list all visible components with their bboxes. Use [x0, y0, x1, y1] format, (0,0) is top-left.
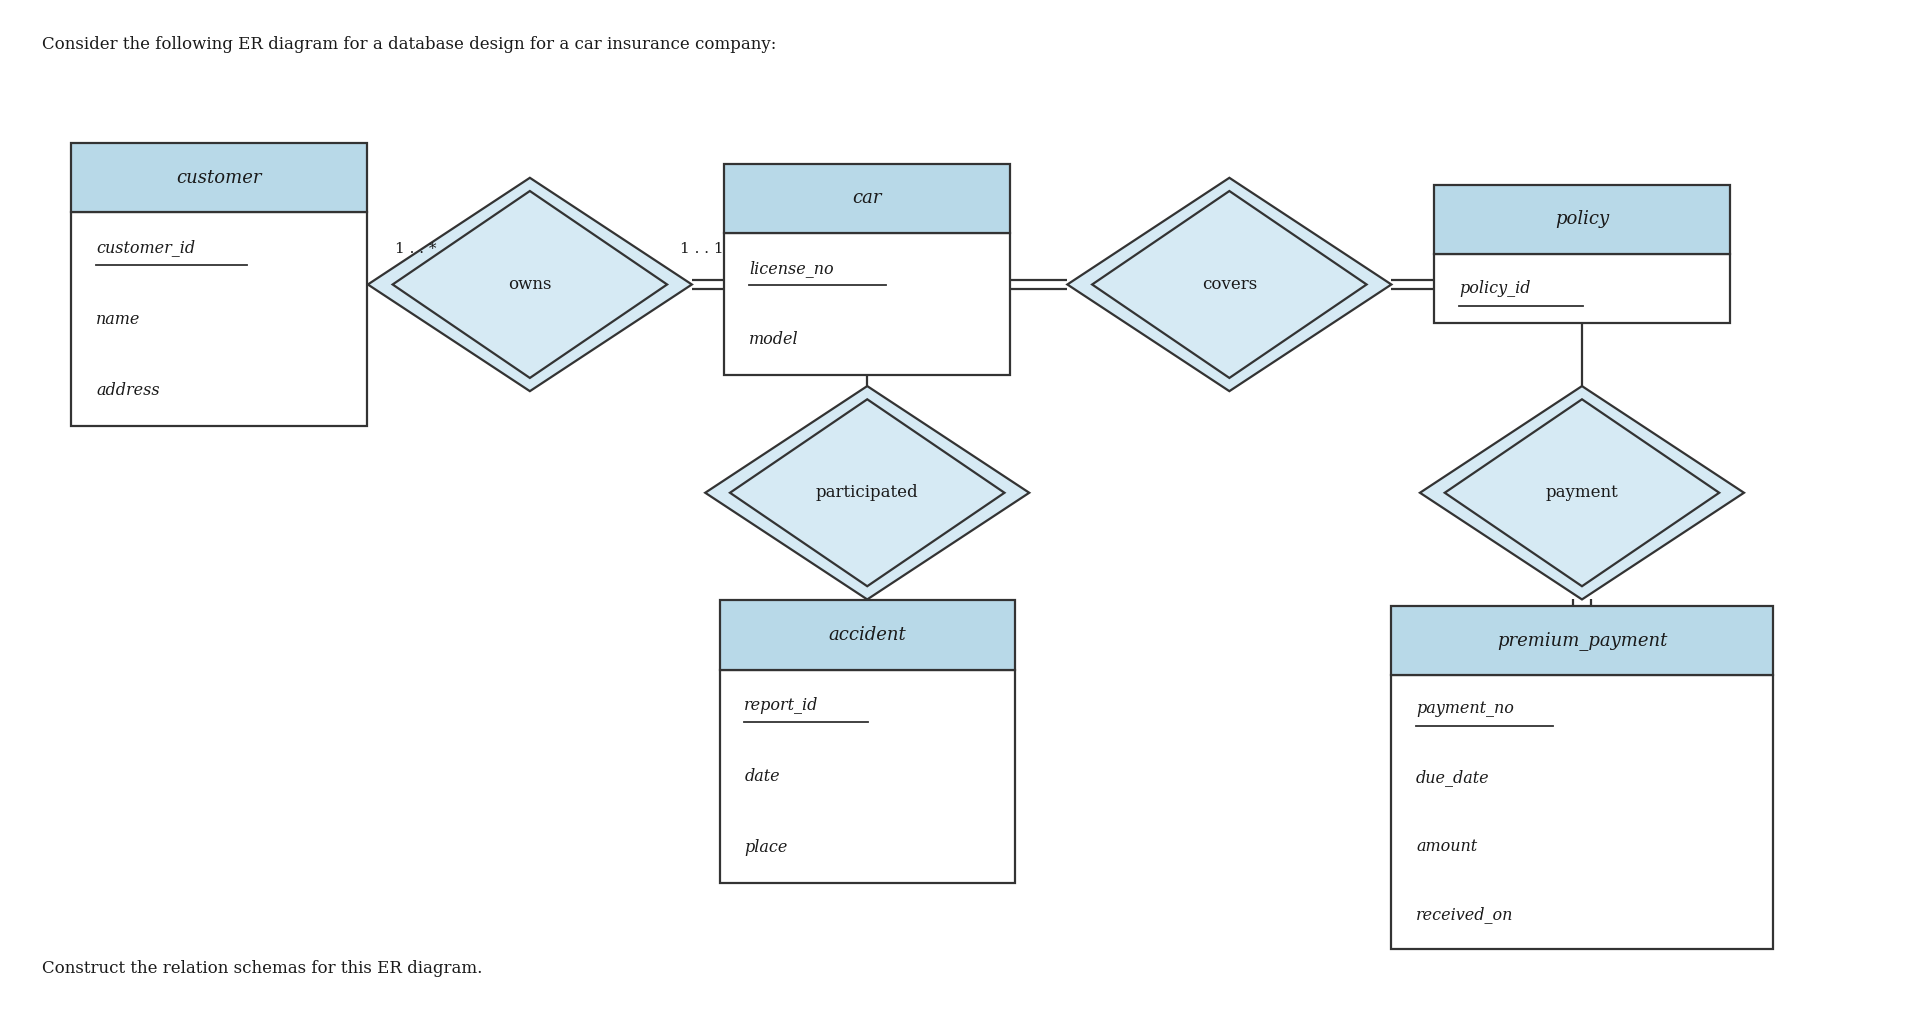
Bar [1433, 254, 1728, 323]
Text: payment_no: payment_no [1415, 700, 1513, 717]
Text: customer: customer [177, 169, 261, 187]
Text: participated: participated [815, 485, 918, 501]
Bar [724, 233, 1010, 375]
Text: policy: policy [1554, 210, 1608, 229]
Text: due_date: due_date [1415, 769, 1490, 786]
Text: received_on: received_on [1415, 906, 1513, 924]
Bar [72, 212, 366, 426]
Bar [1391, 606, 1772, 675]
Text: report_id: report_id [743, 697, 819, 713]
Text: customer_id: customer_id [95, 240, 196, 256]
Text: premium_payment: premium_payment [1495, 631, 1667, 649]
Text: date: date [743, 768, 779, 784]
Polygon shape [705, 386, 1029, 599]
Text: name: name [95, 311, 141, 327]
Text: policy_id: policy_id [1457, 280, 1530, 297]
Text: payment: payment [1545, 485, 1617, 501]
Text: place: place [743, 839, 787, 855]
Polygon shape [1067, 178, 1391, 391]
Bar [724, 164, 1010, 233]
Text: Consider the following ER diagram for a database design for a car insurance comp: Consider the following ER diagram for a … [42, 36, 775, 53]
Text: owns: owns [509, 276, 551, 293]
Text: license_no: license_no [749, 260, 832, 276]
Bar [718, 670, 1013, 883]
Text: address: address [95, 382, 160, 398]
Bar [1391, 675, 1772, 949]
Bar [72, 143, 366, 212]
Polygon shape [1419, 386, 1743, 599]
Text: 1 . . 1: 1 . . 1 [680, 242, 722, 256]
Bar [1433, 185, 1728, 254]
Bar [718, 600, 1013, 670]
Text: amount: amount [1415, 837, 1476, 854]
Text: Construct the relation schemas for this ER diagram.: Construct the relation schemas for this … [42, 960, 482, 977]
Text: model: model [749, 331, 798, 347]
Text: 1 . . *: 1 . . * [394, 242, 436, 256]
Text: accident: accident [829, 626, 905, 644]
Polygon shape [368, 178, 692, 391]
Text: covers: covers [1202, 276, 1255, 293]
Text: car: car [852, 189, 882, 207]
